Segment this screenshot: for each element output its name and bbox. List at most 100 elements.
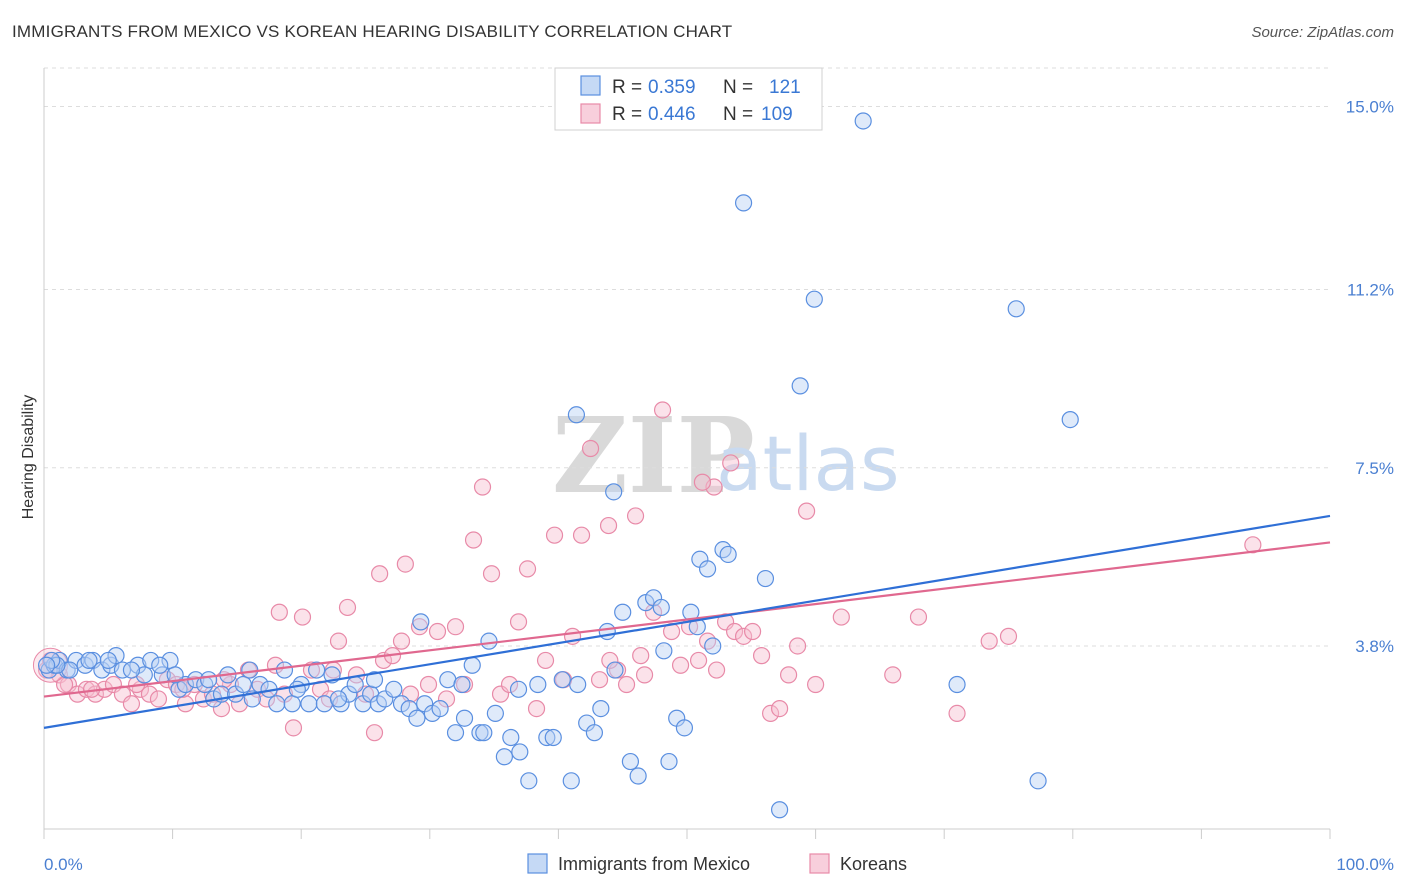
koreans-point [653, 401, 672, 419]
mexico-point [268, 695, 286, 713]
mexico-trend-line [43, 514, 1331, 729]
mexico-point [1007, 300, 1025, 318]
mexico-point [675, 719, 694, 737]
mexico-point [1061, 411, 1079, 429]
mexico-point [463, 656, 481, 674]
mexico-point [495, 748, 513, 766]
koreans-point [671, 656, 690, 674]
mexico-point [446, 724, 465, 742]
koreans-trend-line [43, 541, 1331, 698]
koreans-point [698, 632, 717, 650]
mexico-point [704, 637, 722, 655]
mexico-point [300, 695, 318, 713]
series-immigrants-from-mexico [37, 112, 1079, 819]
mexico-point [308, 661, 326, 679]
mexico-point [585, 724, 604, 742]
mexico-point [756, 569, 775, 588]
koreans-point [1244, 536, 1262, 554]
koreans-point [770, 699, 789, 718]
mexico-point [698, 560, 717, 578]
koreans-point [832, 608, 850, 626]
mexico-point [553, 671, 571, 689]
koreans-point [140, 685, 159, 703]
koreans-point [122, 695, 141, 713]
koreans-point [446, 618, 465, 636]
koreans-point [149, 690, 168, 708]
mexico-point [283, 695, 301, 713]
stats-n-label-blue: N = [723, 77, 753, 98]
mexico-point [43, 651, 61, 670]
mexico-point [412, 613, 430, 631]
mexico-point [475, 724, 493, 742]
mexico-point [99, 651, 117, 670]
koreans-point [806, 675, 825, 694]
mexico-point [122, 661, 141, 679]
mexico-point [655, 642, 673, 660]
stats-r-value-pink: 0.446 [648, 104, 696, 125]
mexico-point [241, 661, 259, 679]
mexico-point [569, 675, 587, 694]
koreans-point [693, 473, 712, 491]
mexico-point [471, 724, 489, 742]
mexico-point [629, 767, 647, 785]
chart-title: IMMIGRANTS FROM MEXICO VS KOREAN HEARING… [12, 22, 733, 41]
mexico-point [592, 699, 610, 718]
legend-swatch-koreans [809, 853, 830, 874]
source-credit: Source: ZipAtlas.com [1251, 24, 1394, 41]
mexico-point [340, 685, 358, 703]
koreans-point [77, 680, 96, 698]
y-tick-label: 11.2% [1347, 281, 1394, 300]
koreans-point [329, 632, 348, 650]
koreans-point [590, 671, 609, 689]
gridlines [44, 67, 1330, 647]
series-legend: Immigrants from Mexico Koreans [527, 853, 907, 874]
koreans-point [743, 622, 762, 641]
koreans-point [536, 651, 555, 670]
koreans-point [948, 704, 966, 723]
koreans-point [909, 608, 928, 626]
koreans-point [437, 690, 456, 708]
koreans-point [761, 704, 780, 723]
koreans-point [293, 608, 312, 626]
koreans-point [797, 502, 816, 520]
koreans-point [338, 598, 357, 617]
koreans-point [527, 699, 546, 718]
koreans-point [734, 627, 753, 645]
koreans-point [999, 627, 1018, 645]
koreans-point [428, 622, 447, 641]
mexico-point [1029, 772, 1047, 790]
koreans-point [599, 516, 618, 535]
x-tick-label-max: 100.0% [1336, 855, 1394, 874]
mexico-point [385, 680, 403, 698]
mexico-point [61, 661, 79, 679]
mexico-point [598, 622, 616, 641]
mexico-point [734, 194, 753, 212]
koreans-point [174, 680, 192, 698]
koreans-point [419, 675, 438, 694]
koreans-point [635, 666, 654, 684]
mexico-point [151, 656, 169, 674]
koreans-point [509, 613, 528, 631]
koreans-point [270, 603, 288, 621]
mexico-point [329, 690, 348, 708]
mexico-point [719, 545, 737, 564]
koreans-point [545, 526, 564, 544]
y-tick-label: 15.0% [1346, 98, 1394, 117]
mexico-point [67, 651, 85, 670]
koreans-point [632, 647, 650, 665]
mexico-point [606, 661, 624, 679]
mexico-point [135, 666, 153, 684]
mexico-point [605, 483, 623, 501]
koreans-point [601, 651, 619, 670]
mexico-point [520, 772, 538, 790]
koreans-point [779, 666, 798, 684]
y-tick-labels: 3.8% 7.5% 11.2% 15.0% [1346, 98, 1394, 656]
stats-n-value-blue: 121 [769, 77, 801, 98]
mexico-point [37, 656, 56, 674]
koreans-point [482, 565, 501, 583]
mexico-point [562, 772, 580, 790]
mexico-point [142, 651, 160, 670]
stats-r-label-blue: R = [612, 77, 642, 98]
mexico-point [791, 377, 809, 395]
